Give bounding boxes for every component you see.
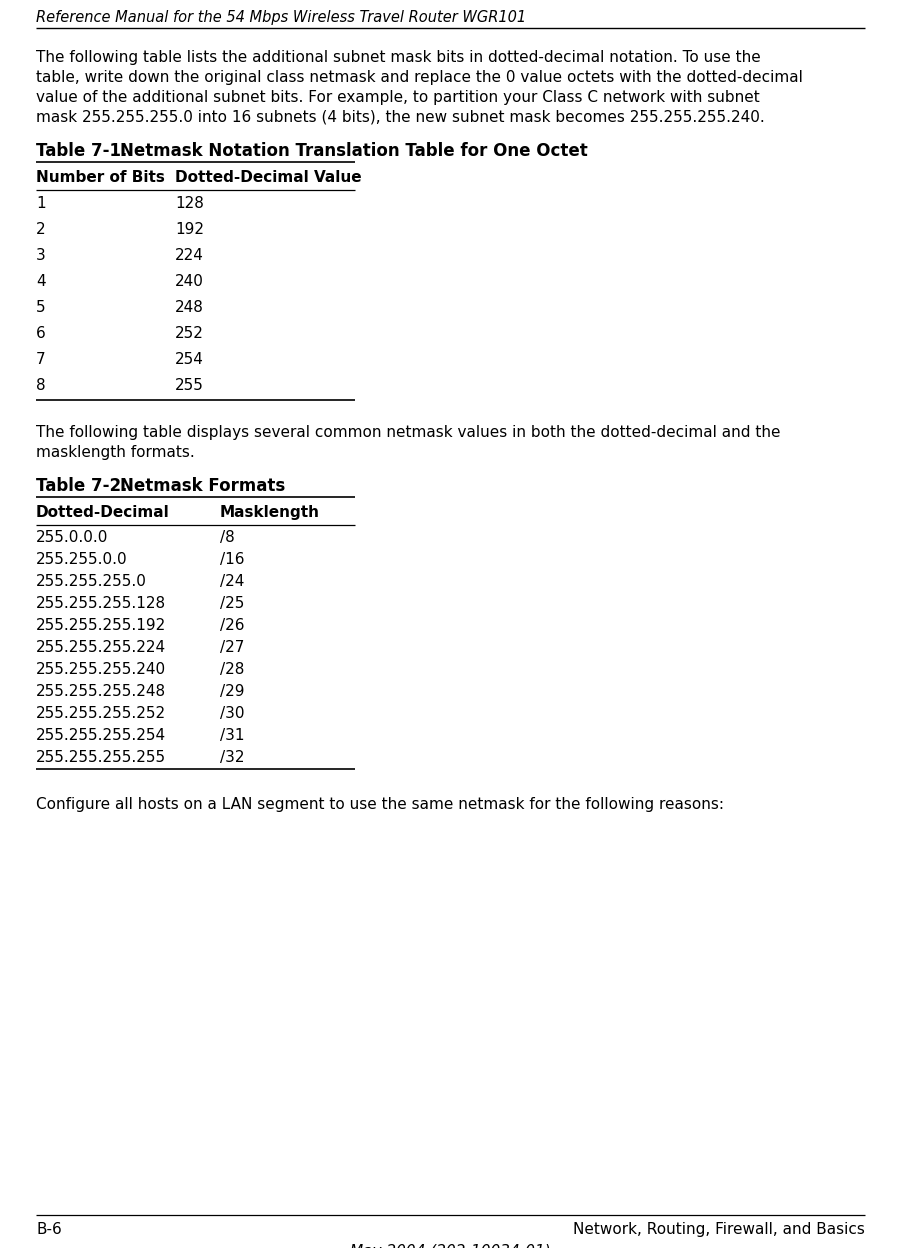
Text: value of the additional subnet bits. For example, to partition your Class C netw: value of the additional subnet bits. For… (36, 90, 760, 105)
Text: mask 255.255.255.0 into 16 subnets (4 bits), the new subnet mask becomes 255.255: mask 255.255.255.0 into 16 subnets (4 bi… (36, 110, 765, 125)
Text: Table 7-2.: Table 7-2. (36, 477, 128, 495)
Text: 224: 224 (175, 248, 204, 263)
Text: 255.255.255.240: 255.255.255.240 (36, 661, 166, 676)
Text: /31: /31 (220, 728, 244, 743)
Text: Reference Manual for the 54 Mbps Wireless Travel Router WGR101: Reference Manual for the 54 Mbps Wireles… (36, 10, 526, 25)
Text: Table 7-1.: Table 7-1. (36, 142, 127, 160)
Text: 128: 128 (175, 196, 204, 211)
Text: /32: /32 (220, 750, 244, 765)
Text: Network, Routing, Firewall, and Basics: Network, Routing, Firewall, and Basics (573, 1222, 865, 1237)
Text: 248: 248 (175, 300, 204, 314)
Text: 255.255.0.0: 255.255.0.0 (36, 552, 128, 567)
Text: /29: /29 (220, 684, 244, 699)
Text: /28: /28 (220, 661, 244, 676)
Text: /30: /30 (220, 706, 244, 721)
Text: 255.255.255.252: 255.255.255.252 (36, 706, 166, 721)
Text: 255.255.255.224: 255.255.255.224 (36, 640, 166, 655)
Text: B-6: B-6 (36, 1222, 62, 1237)
Text: 3: 3 (36, 248, 46, 263)
Text: Netmask Formats: Netmask Formats (120, 477, 286, 495)
Text: May 2004 (202-10034-01): May 2004 (202-10034-01) (350, 1244, 551, 1248)
Text: 240: 240 (175, 275, 204, 290)
Text: 2: 2 (36, 222, 46, 237)
Text: 5: 5 (36, 300, 46, 314)
Text: table, write down the original class netmask and replace the 0 value octets with: table, write down the original class net… (36, 70, 803, 85)
Text: 4: 4 (36, 275, 46, 290)
Text: /16: /16 (220, 552, 244, 567)
Text: 255: 255 (175, 378, 204, 393)
Text: 192: 192 (175, 222, 204, 237)
Text: /27: /27 (220, 640, 244, 655)
Text: 255.255.255.128: 255.255.255.128 (36, 597, 166, 612)
Text: Configure all hosts on a LAN segment to use the same netmask for the following r: Configure all hosts on a LAN segment to … (36, 797, 724, 812)
Text: 254: 254 (175, 352, 204, 367)
Text: 8: 8 (36, 378, 46, 393)
Text: /25: /25 (220, 597, 244, 612)
Text: The following table lists the additional subnet mask bits in dotted-decimal nota: The following table lists the additional… (36, 50, 760, 65)
Text: masklength formats.: masklength formats. (36, 446, 195, 461)
Text: 255.0.0.0: 255.0.0.0 (36, 530, 108, 545)
Text: /8: /8 (220, 530, 235, 545)
Text: 255.255.255.255: 255.255.255.255 (36, 750, 166, 765)
Text: 252: 252 (175, 326, 204, 341)
Text: Dotted-Decimal Value: Dotted-Decimal Value (175, 170, 361, 185)
Text: Dotted-Decimal: Dotted-Decimal (36, 505, 169, 520)
Text: 7: 7 (36, 352, 46, 367)
Text: 255.255.255.248: 255.255.255.248 (36, 684, 166, 699)
Text: 255.255.255.0: 255.255.255.0 (36, 574, 147, 589)
Text: 6: 6 (36, 326, 46, 341)
Text: /24: /24 (220, 574, 244, 589)
Text: Number of Bits: Number of Bits (36, 170, 165, 185)
Text: Masklength: Masklength (220, 505, 320, 520)
Text: 1: 1 (36, 196, 46, 211)
Text: 255.255.255.254: 255.255.255.254 (36, 728, 166, 743)
Text: /26: /26 (220, 618, 244, 633)
Text: Netmask Notation Translation Table for One Octet: Netmask Notation Translation Table for O… (120, 142, 587, 160)
Text: The following table displays several common netmask values in both the dotted-de: The following table displays several com… (36, 426, 780, 441)
Text: 255.255.255.192: 255.255.255.192 (36, 618, 167, 633)
